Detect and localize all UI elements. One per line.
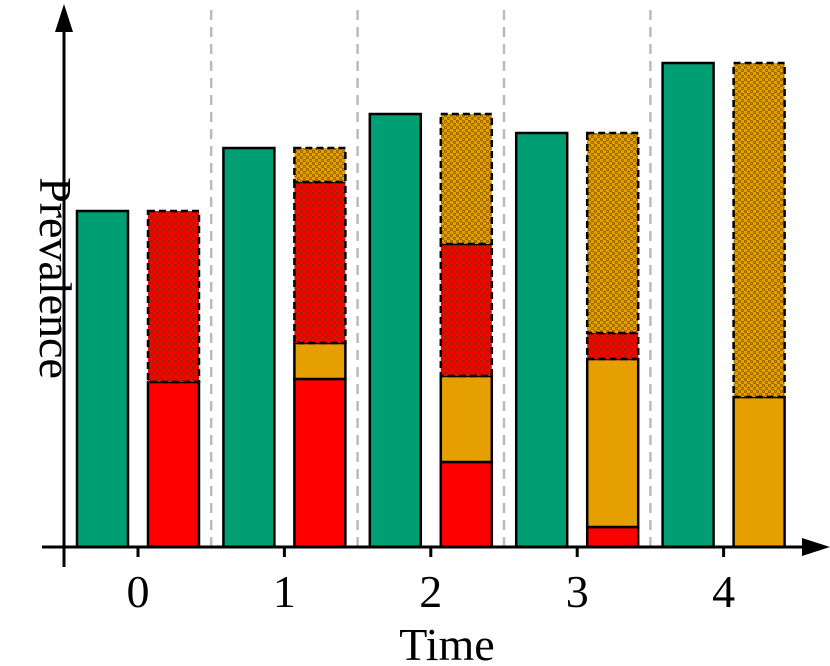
bar-segment	[585, 525, 640, 549]
bar-segment-hatched	[585, 131, 640, 335]
bar-segment-hatched	[585, 331, 640, 361]
bar-segment-hatched	[293, 180, 347, 345]
x-tick-label: 0	[127, 566, 150, 617]
x-axis-arrow	[802, 538, 830, 556]
labels: 0 1 2 3 4	[127, 547, 735, 617]
bar-segment	[293, 377, 347, 549]
bar-segment	[293, 341, 347, 381]
bar-segment-hatched	[439, 242, 494, 378]
bar-segment	[439, 374, 494, 464]
x-tick-label: 2	[419, 566, 442, 617]
bar-segment-hatched	[732, 61, 786, 399]
bar-segment	[75, 209, 130, 549]
y-axis-label: Prevalence	[30, 177, 81, 379]
separators	[209, 10, 652, 547]
bar-segment-hatched	[293, 146, 347, 184]
y-axis-arrow	[55, 4, 73, 32]
x-tick-label: 1	[273, 566, 296, 617]
bar-segment-hatched	[146, 209, 201, 384]
bar-segment	[732, 395, 786, 549]
bar-segment	[222, 146, 276, 549]
axes	[42, 4, 830, 567]
bar-segment	[368, 112, 423, 549]
bar-segment	[585, 357, 640, 529]
bar-segment-hatched	[439, 112, 494, 246]
x-tick-label: 3	[566, 566, 589, 617]
bar-segment	[514, 131, 569, 549]
bar-segment	[146, 380, 201, 549]
x-axis-label: Time	[399, 619, 494, 666]
bars	[75, 61, 786, 549]
bar-segment	[661, 61, 715, 549]
x-tick-label: 4	[712, 566, 735, 617]
bar-segment	[439, 460, 494, 549]
